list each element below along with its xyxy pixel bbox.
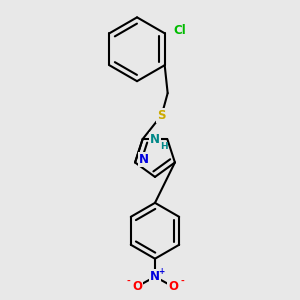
Text: -: - [180, 277, 184, 286]
Text: N: N [139, 153, 149, 166]
Text: +: + [158, 267, 165, 276]
Text: S: S [158, 109, 166, 122]
Text: H: H [160, 142, 168, 151]
Text: N: N [150, 133, 160, 146]
Text: O: O [168, 280, 178, 293]
Text: N: N [150, 270, 160, 283]
Text: O: O [132, 280, 142, 293]
Text: Cl: Cl [173, 24, 186, 37]
Text: -: - [126, 277, 130, 286]
